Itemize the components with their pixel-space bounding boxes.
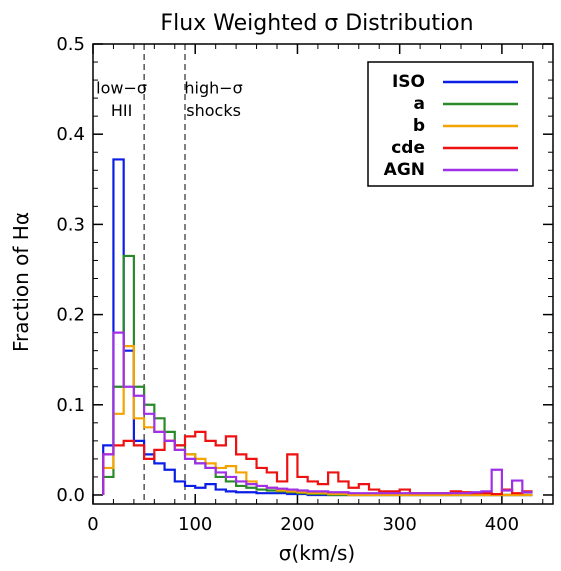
annotation-label: high−σ [184, 79, 242, 98]
x-tick-label: 400 [485, 514, 519, 535]
plot-frame [92, 43, 554, 505]
y-tick-label: 0.4 [56, 124, 85, 145]
x-axis-label: σ(km/s) [279, 541, 356, 565]
annotation-label: low−σ [96, 79, 147, 98]
annotation-label-line2: shocks [186, 101, 241, 120]
x-axis-ticks: 0 100 200 300 400 [87, 44, 544, 535]
x-tick-label: 100 [178, 514, 212, 535]
y-tick-label: 0.1 [56, 395, 85, 416]
y-tick-label: 0.2 [56, 305, 85, 326]
legend-label: cde [391, 138, 425, 158]
series-b-line [102, 345, 533, 497]
x-tick-label: 0 [87, 514, 98, 535]
chart-title: Flux Weighted σ Distribution [160, 11, 473, 36]
legend-label: AGN [384, 160, 425, 180]
annotations: low−σ HII high−σ shocks [96, 79, 243, 121]
y-axis-ticks: 0.0 0.1 0.2 0.3 0.4 0.5 [56, 34, 553, 506]
annotation-label-line2: HII [111, 101, 132, 120]
plot-area: 0 100 200 300 400 0.0 0.1 0.2 0.3 0.4 0.5 low−σ HI… [56, 34, 554, 535]
y-axis-label: Fraction of Hα [9, 212, 33, 352]
series-ISO-line [102, 158, 533, 497]
legend-label: a [414, 94, 425, 114]
x-tick-label: 200 [280, 514, 314, 535]
series-AGN-line [102, 331, 533, 495]
y-tick-label: 0.0 [56, 485, 85, 506]
y-tick-label: 0.3 [56, 214, 85, 235]
series-layer [102, 158, 533, 497]
legend-label: b [413, 116, 425, 136]
series-a-line [102, 254, 533, 497]
y-tick-label: 0.5 [56, 34, 85, 55]
x-tick-label: 300 [382, 514, 416, 535]
legend-label: ISO [392, 72, 425, 92]
legend-box [367, 61, 534, 187]
